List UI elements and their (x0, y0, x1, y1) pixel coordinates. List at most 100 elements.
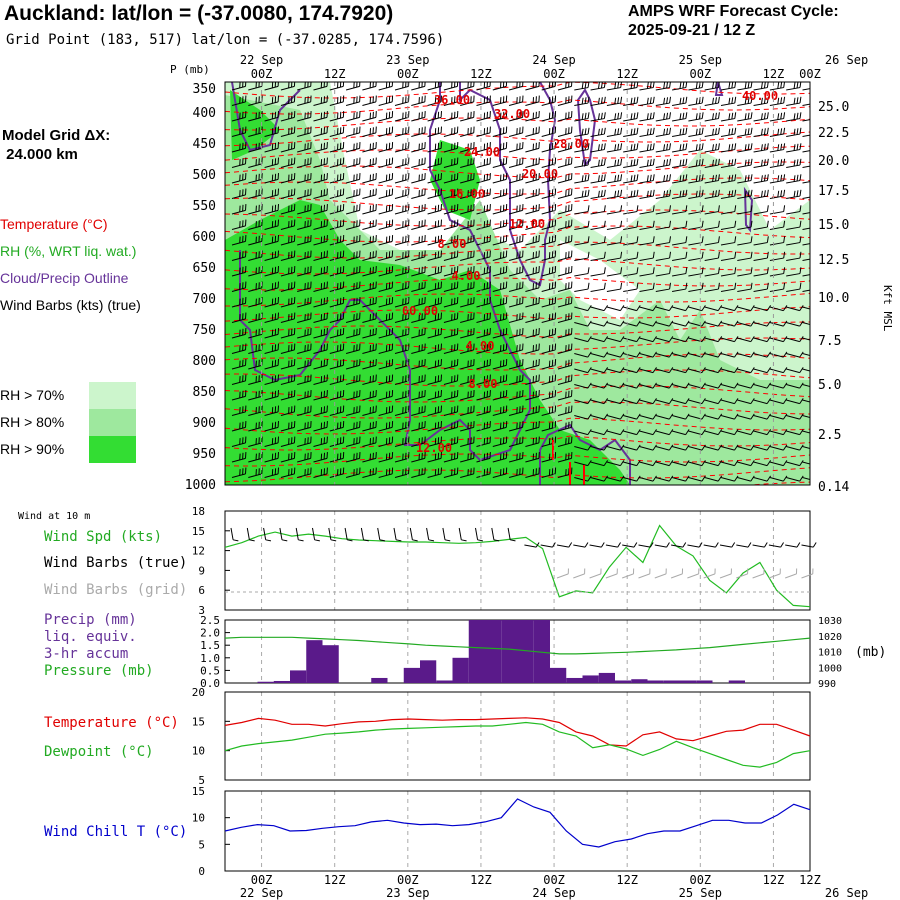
wind-barb (508, 95, 524, 106)
barb-shaft (737, 195, 752, 199)
temperature-label: Temperature (°C) (44, 715, 179, 731)
barb-flag (799, 320, 804, 327)
barb-shaft (802, 353, 810, 358)
barb-shaft (248, 287, 262, 292)
barb-flag (353, 314, 355, 321)
barb-flag (565, 329, 567, 336)
barb-flag (587, 251, 590, 259)
barb-flag (359, 126, 361, 133)
barb-flag (649, 112, 652, 120)
barb-flag (669, 96, 672, 104)
barb-shaft (655, 273, 670, 277)
barb-flag (620, 305, 625, 311)
wind-barb (557, 173, 573, 184)
barb-flag (255, 314, 257, 321)
barb-flag (424, 142, 426, 149)
barb-flag (451, 159, 453, 166)
wind-barb (541, 142, 557, 153)
barb-shaft (460, 225, 474, 230)
barb-flag (418, 283, 420, 290)
top-time-label: 12Z (616, 67, 638, 81)
barb-flag (274, 173, 277, 181)
barb-flag (679, 82, 682, 89)
barb-shaft (313, 163, 328, 168)
barb-flag (489, 297, 491, 304)
barb-flag (554, 82, 557, 87)
barb-flag (502, 251, 505, 258)
barb-flag (682, 542, 687, 548)
barb-flag (258, 173, 260, 181)
barb-flag (421, 313, 423, 320)
barb-flag (783, 305, 788, 311)
barb-shaft (541, 116, 556, 122)
barb-flag (473, 82, 475, 87)
wind-barb (655, 305, 674, 312)
grid-wind-barb (687, 568, 700, 579)
barb-flag (522, 266, 524, 273)
wind-barb (704, 236, 720, 246)
wind-barb (280, 343, 296, 354)
barb-flag (337, 143, 339, 150)
barb-flag (470, 235, 472, 243)
barb-flag (304, 159, 306, 166)
barb-flag (375, 266, 377, 273)
barb-flag (408, 95, 410, 102)
barb-shaft (476, 132, 491, 137)
wind-barb (525, 95, 540, 106)
barb-shaft (769, 257, 784, 261)
barb-flag (630, 175, 633, 182)
wind-barb (411, 343, 426, 354)
barb-flag (239, 329, 241, 336)
wind-barb (231, 297, 247, 308)
barb-shaft (460, 333, 474, 339)
barb-flag (502, 297, 505, 305)
barb-shaft (345, 147, 360, 153)
wind-barb (362, 188, 377, 199)
barb-shaft (622, 573, 634, 579)
barb-shaft (557, 364, 572, 370)
barb-flag (391, 281, 394, 288)
barb-flag (451, 345, 453, 352)
barb-flag (483, 283, 486, 290)
barb-flag (636, 96, 639, 104)
barb-flag (685, 143, 688, 150)
barb-shaft (313, 364, 328, 370)
barb-flag (405, 251, 407, 258)
barb-shaft (574, 353, 588, 358)
barb-flag (483, 174, 486, 181)
barb-flag (548, 221, 551, 228)
barb-flag (391, 188, 394, 195)
barb-flag (734, 174, 737, 181)
barb-flag (456, 343, 459, 350)
barb-flag (274, 127, 277, 134)
barb-flag (568, 235, 570, 243)
barb-flag (239, 190, 241, 197)
barb-flag (258, 359, 260, 367)
barb-flag (620, 189, 623, 197)
barb-flag (271, 143, 274, 150)
wind-barb (655, 236, 672, 246)
barb-flag (424, 219, 426, 226)
barb-flag (522, 111, 524, 118)
wind-barb (590, 251, 606, 261)
wind-barb (378, 250, 394, 261)
barb-shaft (557, 271, 572, 277)
barb-flag (505, 95, 508, 102)
barb-shaft (248, 302, 262, 308)
barb-shaft (704, 102, 719, 106)
barb-shaft (574, 180, 589, 184)
barb-flag (750, 127, 753, 135)
wind-barb (329, 157, 345, 168)
barb-flag (505, 142, 508, 149)
barb-shaft (786, 257, 801, 261)
barb-flag (584, 159, 587, 166)
barb-flag (402, 82, 404, 88)
barb-shaft (329, 380, 344, 385)
wind-barb (394, 219, 410, 230)
barb-shaft (654, 573, 667, 579)
barb-flag (388, 96, 391, 103)
barb-shaft (443, 287, 458, 292)
barb-flag (304, 298, 306, 305)
barb-flag (402, 159, 404, 166)
barb-flag (424, 82, 426, 87)
